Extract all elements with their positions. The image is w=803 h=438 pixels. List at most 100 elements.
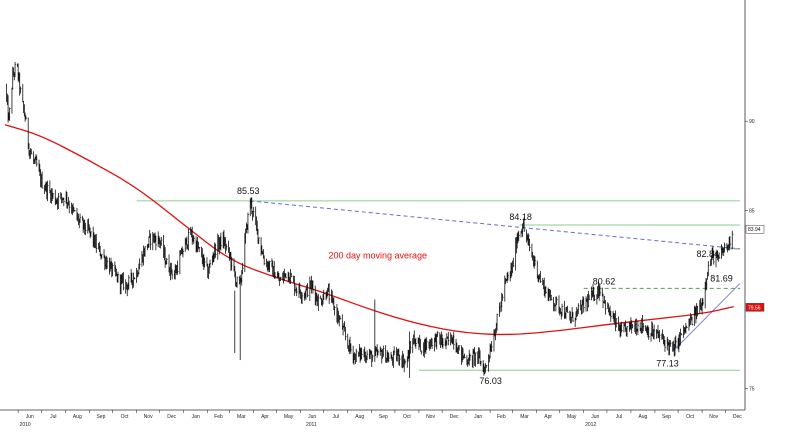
price-bars-layer	[6, 61, 734, 378]
x-tick-label: Jul	[616, 414, 622, 420]
x-tick-label: Jun	[26, 414, 34, 420]
price-bar	[707, 261, 710, 277]
price-bar	[150, 233, 152, 250]
price-bar	[155, 235, 158, 251]
price-bar	[30, 148, 33, 155]
price-bar	[177, 260, 179, 275]
price-bar	[133, 277, 136, 280]
price-bar	[572, 312, 575, 322]
price-bar	[453, 331, 455, 350]
price-bar	[242, 262, 244, 275]
price-bar	[410, 341, 412, 354]
axes: 90 85 75 Jun Jul Aug Sep Oct Nov Dec Jan Feb Mar Apr M…	[0, 0, 765, 428]
price-bar	[317, 293, 320, 311]
x-tick-label: Apr	[544, 414, 552, 420]
price-bar	[204, 257, 206, 268]
price-bar	[139, 258, 141, 270]
price-bar	[431, 338, 434, 349]
price-bar	[637, 320, 640, 335]
price-bar	[112, 263, 114, 277]
price-bar	[269, 260, 271, 273]
x-tick-label: Jan	[474, 414, 482, 420]
price-bar	[729, 236, 732, 248]
x-tick-label: Nov	[426, 414, 435, 420]
price-bar	[675, 335, 677, 348]
price-bar	[312, 280, 315, 294]
price-bar	[52, 193, 55, 199]
price-bar	[366, 350, 369, 361]
y-tick-label: 75	[749, 387, 755, 393]
price-bar	[529, 239, 531, 252]
price-bar	[642, 322, 645, 332]
price-bar	[464, 353, 466, 359]
x-tick-label: May	[567, 414, 577, 420]
price-bar	[469, 353, 472, 361]
price-bar	[686, 325, 688, 329]
price-bar	[68, 200, 71, 214]
price-bar	[491, 341, 493, 353]
x-tick-label: Sep	[662, 414, 671, 420]
price-bar	[496, 313, 499, 331]
price-bar	[307, 283, 309, 298]
price-bar	[632, 323, 634, 329]
price-bar	[63, 197, 65, 207]
price-bar	[182, 248, 185, 258]
price-bar	[653, 324, 656, 340]
last-price-tag: 83.94	[745, 224, 765, 234]
price-level-label: 80.62	[593, 276, 616, 286]
x-tick-label: Sep	[379, 414, 388, 420]
price-bar	[171, 269, 174, 280]
price-bar	[285, 273, 288, 279]
price-bar	[485, 364, 488, 369]
price-bar	[404, 359, 407, 365]
price-bar	[290, 272, 293, 278]
price-bar	[20, 86, 22, 94]
price-bar	[225, 243, 228, 251]
price-bar	[41, 171, 44, 189]
price-bar	[680, 333, 683, 336]
price-level-label: 84.18	[509, 212, 532, 222]
price-bar	[713, 250, 715, 265]
x-tick-label: Mar	[520, 414, 529, 420]
price-bar	[328, 282, 331, 304]
price-bar	[334, 305, 336, 316]
price-bar	[648, 327, 650, 340]
price-bar	[702, 298, 705, 306]
moving-average-label: 200 day moving average	[328, 250, 427, 260]
reference-line-6	[673, 283, 741, 351]
price-bar	[301, 292, 304, 304]
price-bar	[718, 252, 721, 260]
price-bar	[447, 332, 450, 346]
price-bar	[122, 272, 125, 291]
price-bar	[128, 275, 130, 290]
x-tick-label: Mar	[237, 414, 246, 420]
x-tick-label: Nov	[144, 414, 153, 420]
price-bar	[345, 326, 347, 341]
x-tick-label: Oct	[686, 414, 694, 420]
x-tick-label: Feb	[214, 414, 223, 420]
x-year-label: 2012	[585, 422, 596, 428]
x-tick-label: Jul	[333, 414, 339, 420]
price-bar	[166, 257, 168, 265]
svg-text:83.94: 83.94	[748, 227, 761, 233]
x-tick-label: Aug	[638, 414, 647, 420]
price-bar	[388, 352, 390, 363]
price-bar	[664, 340, 667, 352]
price-bar	[697, 305, 699, 317]
price-bar	[9, 107, 11, 121]
price-bar	[79, 213, 82, 223]
price-bar	[550, 294, 553, 301]
price-bar	[594, 294, 596, 301]
price-bar	[458, 345, 461, 351]
x-tick-label: Jul	[50, 414, 56, 420]
price-level-label: 76.03	[479, 376, 502, 386]
x-tick-label: Dec	[733, 414, 742, 420]
price-bar	[621, 321, 623, 333]
price-bar	[36, 155, 38, 167]
x-tick-label: Jun	[591, 414, 599, 420]
price-bar	[252, 206, 255, 218]
x-tick-label: Feb	[497, 414, 506, 420]
price-bar	[350, 343, 353, 354]
price-bar	[415, 337, 418, 349]
price-bar	[669, 340, 672, 347]
